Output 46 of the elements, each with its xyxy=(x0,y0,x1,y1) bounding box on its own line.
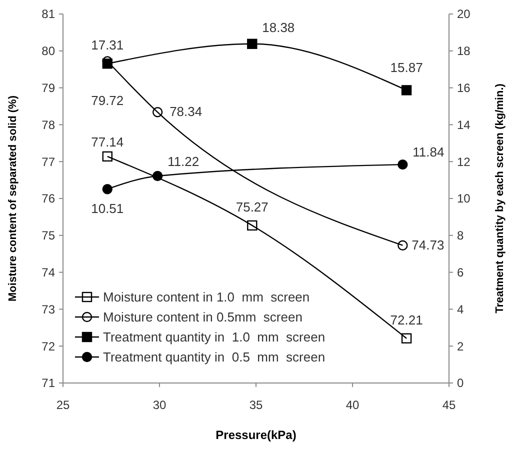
x-tick-label: 25 xyxy=(56,398,70,412)
y-tick-label: 71 xyxy=(42,376,56,390)
y-tick-label: 78 xyxy=(42,118,56,132)
y2-tick-label: 2 xyxy=(457,339,464,354)
y2-tick-label: 0 xyxy=(457,376,464,390)
data-label: 79.72 xyxy=(91,93,124,108)
y2-tick-label: 12 xyxy=(457,154,471,169)
data-label: 17.31 xyxy=(91,38,124,53)
x-tick-label: 35 xyxy=(249,398,263,412)
data-label: 75.27 xyxy=(236,199,268,214)
data-label: 78.34 xyxy=(170,104,202,120)
y2-tick-label: 20 xyxy=(457,7,471,22)
data-label: 11.22 xyxy=(168,154,200,169)
data-label: 77.14 xyxy=(91,134,124,150)
x-tick-label: 30 xyxy=(152,398,166,412)
y-axis-title: Moisture content of separated solid (%) xyxy=(7,95,19,302)
data-label: 11.84 xyxy=(412,144,444,160)
y2-tick-label: 4 xyxy=(457,302,464,316)
y-tick-label: 76 xyxy=(42,192,56,206)
y-tick-label: 72 xyxy=(42,339,56,354)
data-label: 74.73 xyxy=(412,237,444,252)
y-tick-label: 77 xyxy=(42,154,56,169)
data-label: 18.38 xyxy=(262,20,295,35)
y2-axis-title: Treatment quantity by each screen (kg/min.) xyxy=(494,83,506,314)
y-tick-label: 74 xyxy=(42,266,56,280)
y2-tick-label: 10 xyxy=(457,192,471,206)
data-label: 10.51 xyxy=(91,201,124,216)
y-tick-label: 80 xyxy=(42,44,56,58)
x-axis-title: Pressure(kPa) xyxy=(216,428,296,442)
y2-tick-label: 18 xyxy=(457,44,471,58)
y-tick-label: 73 xyxy=(42,302,56,316)
legend-label: Treatment quantity in 1.0 mm screen xyxy=(103,330,326,345)
y2-tick-label: 16 xyxy=(457,81,471,95)
y-tick-label: 75 xyxy=(42,228,56,243)
legend-label: Treatment quantity in 0.5 mm screen xyxy=(103,350,326,365)
data-label: 15.87 xyxy=(390,60,423,76)
legend-label: Moisture content in 0.5mm screen xyxy=(103,310,302,325)
y2-tick-label: 6 xyxy=(457,266,464,280)
y-tick-label: 81 xyxy=(42,7,56,22)
y2-tick-label: 8 xyxy=(457,228,464,243)
y-tick-label: 79 xyxy=(42,81,56,95)
x-tick-label: 40 xyxy=(346,398,360,412)
y2-tick-label: 14 xyxy=(457,118,471,132)
legend-label: Moisture content in 1.0 mm screen xyxy=(103,290,310,305)
data-label: 72.21 xyxy=(390,312,423,328)
x-tick-label: 45 xyxy=(442,398,456,412)
